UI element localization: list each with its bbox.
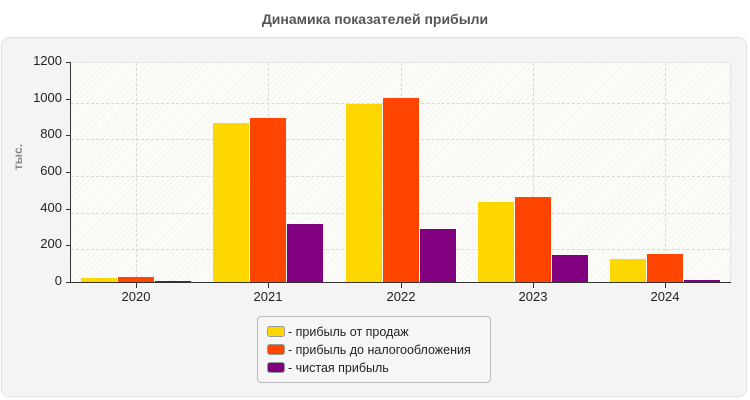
bar-2024-0[interactable]	[610, 259, 646, 282]
x-tick	[136, 283, 137, 288]
bar-2022-1[interactable]	[383, 98, 419, 282]
v-gridline	[665, 63, 666, 282]
bar-2023-1[interactable]	[515, 197, 551, 282]
x-tick-label: 2020	[121, 289, 151, 304]
legend-label: - чистая прибыль	[288, 360, 389, 375]
v-gridline	[533, 63, 534, 282]
bar-2022-0[interactable]	[346, 104, 382, 282]
bar-2024-1[interactable]	[647, 254, 683, 282]
y-tick	[66, 245, 70, 246]
v-gridline	[136, 63, 137, 282]
chart-title: Динамика показателей прибыли	[261, 11, 489, 27]
x-tick	[401, 283, 402, 288]
bar-2022-2[interactable]	[420, 229, 456, 282]
x-tick-label: 2022	[386, 289, 416, 304]
legend-label: - прибыль от продаж	[288, 324, 409, 339]
legend-swatch-icon	[267, 326, 285, 337]
legend-item-net-profit[interactable]: - чистая прибыль	[267, 359, 389, 376]
bar-2024-2[interactable]	[684, 280, 720, 282]
x-tick	[665, 283, 666, 288]
y-tick	[66, 135, 70, 136]
bar-2020-1[interactable]	[118, 277, 154, 282]
x-axis-line	[70, 282, 731, 283]
bar-2020-2[interactable]	[155, 281, 191, 282]
x-tick-label: 2021	[253, 289, 283, 304]
bar-2021-0[interactable]	[213, 123, 249, 282]
y-tick-label: 0	[54, 273, 62, 288]
y-tick-label: 1200	[33, 53, 62, 68]
bar-2023-0[interactable]	[478, 202, 514, 282]
legend-swatch-icon	[267, 362, 285, 373]
y-tick-label: 200	[40, 236, 62, 251]
bar-2023-2[interactable]	[552, 255, 588, 282]
y-axis-line	[70, 62, 71, 283]
legend-item-pretax-profit[interactable]: - прибыль до налогообложения	[267, 341, 471, 358]
y-tick	[66, 62, 70, 63]
legend-swatch-icon	[267, 344, 285, 355]
x-tick	[533, 283, 534, 288]
bar-2021-2[interactable]	[287, 224, 323, 282]
y-tick	[66, 282, 70, 283]
y-tick	[66, 209, 70, 210]
bar-2020-0[interactable]	[81, 278, 117, 282]
x-tick-label: 2024	[650, 289, 680, 304]
x-tick-label: 2023	[518, 289, 548, 304]
y-axis-title: тыс.	[11, 143, 25, 171]
legend: - прибыль от продаж - прибыль до налогоо…	[257, 316, 491, 383]
y-tick-label: 800	[40, 126, 62, 141]
y-tick	[66, 172, 70, 173]
bar-2021-1[interactable]	[250, 118, 286, 282]
y-tick-label: 600	[40, 163, 62, 178]
x-tick	[268, 283, 269, 288]
y-tick-label: 1000	[33, 90, 62, 105]
y-tick-label: 400	[40, 200, 62, 215]
y-tick	[66, 99, 70, 100]
legend-label: - прибыль до налогообложения	[288, 342, 471, 357]
legend-item-sales-profit[interactable]: - прибыль от продаж	[267, 323, 409, 340]
